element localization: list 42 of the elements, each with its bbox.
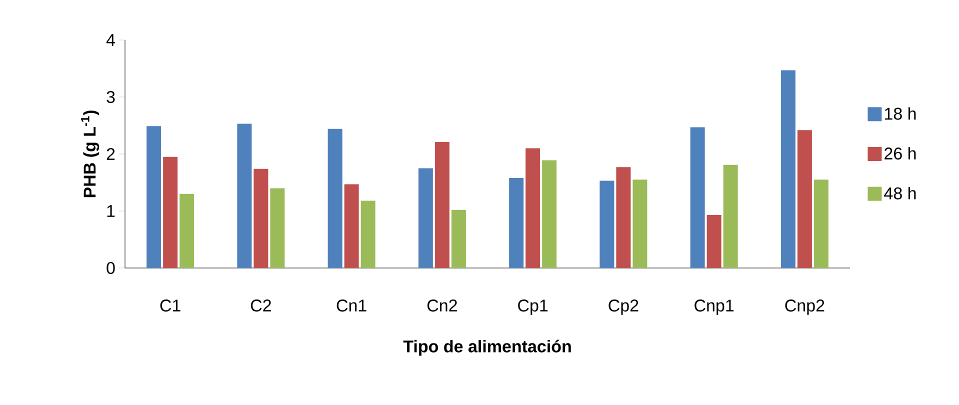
y-tick-label: 1 <box>107 205 115 217</box>
y-tick-label: 3 <box>106 90 115 104</box>
bar <box>434 142 450 268</box>
bar <box>632 180 648 268</box>
x-tick-label: Cn1 <box>336 300 366 312</box>
x-tick-label: C1 <box>160 300 180 312</box>
bar <box>690 127 705 268</box>
x-axis-title: Tipo de alimentación <box>403 340 571 356</box>
x-tick-label: Cnp1 <box>694 300 734 315</box>
y-axis-title: PHB (g L$^{-1}$) <box>81 110 100 198</box>
bar <box>542 160 557 268</box>
legend-label: 26 h <box>884 147 916 160</box>
bar <box>797 130 812 268</box>
x-tick-label: Cp2 <box>608 300 638 315</box>
bar <box>451 210 466 268</box>
y-tick-label: 2 <box>106 148 115 160</box>
bar <box>254 168 268 268</box>
bar <box>418 168 433 268</box>
legend-label: 18 h <box>885 107 916 120</box>
bar <box>509 178 524 268</box>
bar <box>526 148 540 268</box>
x-tick-label: Cnp2 <box>785 300 824 315</box>
bar <box>814 180 828 268</box>
bar <box>600 180 614 268</box>
y-tick-label: 0 <box>106 262 115 274</box>
x-tick-label: Cp1 <box>518 300 548 315</box>
x-tick-label: Cn2 <box>427 300 457 312</box>
bar <box>706 214 722 268</box>
bar <box>328 128 342 268</box>
y-tick-label: 4 <box>106 34 115 46</box>
bar <box>344 184 359 268</box>
bar <box>146 126 162 268</box>
bar <box>723 164 738 268</box>
bar <box>780 70 796 268</box>
legend-label: 48 h <box>884 186 916 200</box>
bar <box>180 194 194 268</box>
bar <box>237 124 252 268</box>
bar <box>360 200 376 268</box>
bar <box>270 188 285 268</box>
bar <box>616 167 631 268</box>
bar <box>163 156 178 268</box>
x-tick-label: C2 <box>250 300 271 312</box>
